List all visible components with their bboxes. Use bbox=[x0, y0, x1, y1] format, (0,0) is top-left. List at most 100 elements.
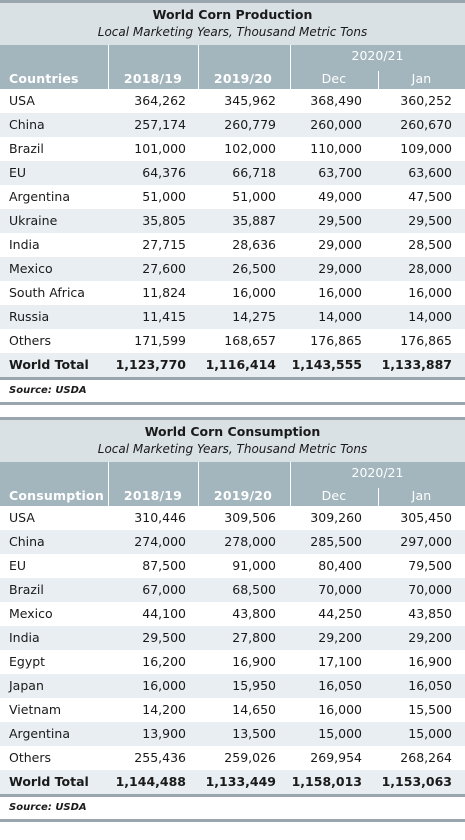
table-cell: Japan bbox=[9, 678, 44, 693]
table-cell: Mexico bbox=[9, 606, 53, 621]
table-cell: 101,000 bbox=[134, 141, 186, 156]
table-cell: 309,506 bbox=[224, 510, 276, 525]
table-row: Others 171,599 168,657 176,865 176,865 bbox=[0, 329, 465, 353]
table-row: Brazil 101,000 102,000 110,000 109,000 bbox=[0, 137, 465, 161]
total-cell: World Total bbox=[9, 357, 89, 372]
table-subtitle: Local Marketing Years, Thousand Metric T… bbox=[97, 25, 368, 39]
table-cell: 102,000 bbox=[224, 141, 276, 156]
table-cell: 44,100 bbox=[142, 606, 186, 621]
table-cell: 16,000 bbox=[318, 702, 362, 717]
top-rule bbox=[0, 417, 465, 420]
table-cell: 29,500 bbox=[408, 213, 452, 228]
table-row: Japan 16,000 15,950 16,050 16,050 bbox=[0, 674, 465, 698]
title-block: World Corn Consumption Local Marketing Ye… bbox=[0, 420, 465, 462]
table-cell: 171,599 bbox=[134, 333, 186, 348]
table-cell: 13,900 bbox=[142, 726, 186, 741]
table-row: India 27,715 28,636 29,000 28,500 bbox=[0, 233, 465, 257]
total-row: World Total 1,144,488 1,133,449 1,158,013 1,… bbox=[0, 770, 465, 794]
column-header: Jan bbox=[411, 71, 432, 86]
header-column-row: Consumption 2018/19 2019/20 Dec Jan bbox=[0, 482, 465, 506]
table-row: Argentina 13,900 13,500 15,000 15,000 bbox=[0, 722, 465, 746]
header-period-row: 2020/21 bbox=[0, 462, 465, 482]
table-cell: 269,954 bbox=[310, 750, 362, 765]
table-cell: 257,174 bbox=[134, 117, 186, 132]
table-cell: 14,200 bbox=[142, 702, 186, 717]
table-cell: 63,700 bbox=[318, 165, 362, 180]
table-cell: 67,000 bbox=[142, 582, 186, 597]
table-cell: 16,000 bbox=[408, 285, 452, 300]
table-subtitle: Local Marketing Years, Thousand Metric T… bbox=[97, 442, 368, 456]
total-cell: 1,158,013 bbox=[291, 774, 362, 789]
total-cell: 1,133,449 bbox=[205, 774, 276, 789]
table-cell: Russia bbox=[9, 309, 50, 324]
column-divider bbox=[108, 462, 109, 506]
table-cell: 255,436 bbox=[134, 750, 186, 765]
table-cell: 29,200 bbox=[408, 630, 452, 645]
table-cell: 28,500 bbox=[408, 237, 452, 252]
table-cell: 176,865 bbox=[310, 333, 362, 348]
table-cell: 297,000 bbox=[400, 534, 452, 549]
table-cell: 68,500 bbox=[232, 582, 276, 597]
table-cell: 109,000 bbox=[400, 141, 452, 156]
table-cell: Ukraine bbox=[9, 213, 58, 228]
table-cell: 17,100 bbox=[318, 654, 362, 669]
table-cell: 11,415 bbox=[142, 309, 186, 324]
table-cell: 176,865 bbox=[400, 333, 452, 348]
table-cell: 16,050 bbox=[408, 678, 452, 693]
table-cell: 64,376 bbox=[142, 165, 186, 180]
table-cell: 259,026 bbox=[224, 750, 276, 765]
table-cell: 16,900 bbox=[408, 654, 452, 669]
table-cell: 80,400 bbox=[318, 558, 362, 573]
table-cell: 70,000 bbox=[318, 582, 362, 597]
top-rule bbox=[0, 0, 465, 3]
total-cell: 1,143,555 bbox=[291, 357, 362, 372]
title-block: World Corn Production Local Marketing Yea… bbox=[0, 3, 465, 45]
table-cell: 16,000 bbox=[318, 285, 362, 300]
table-cell: 35,805 bbox=[142, 213, 186, 228]
table-cell: 260,670 bbox=[400, 117, 452, 132]
period-label: 2020/21 bbox=[351, 465, 404, 480]
table-cell: 268,264 bbox=[400, 750, 452, 765]
table-cell: Egypt bbox=[9, 654, 46, 669]
table-cell: 16,000 bbox=[142, 678, 186, 693]
table-cell: Brazil bbox=[9, 141, 44, 156]
source-note: Source: USDA bbox=[0, 797, 465, 819]
table-row: Mexico 27,600 26,500 29,000 28,000 bbox=[0, 257, 465, 281]
column-divider bbox=[198, 462, 199, 506]
table-row: Others 255,436 259,026 269,954 268,264 bbox=[0, 746, 465, 770]
table-cell: 63,600 bbox=[408, 165, 452, 180]
table-cell: 14,275 bbox=[232, 309, 276, 324]
total-cell: 1,116,414 bbox=[205, 357, 276, 372]
period-label: 2020/21 bbox=[351, 48, 404, 63]
table-cell: 29,200 bbox=[318, 630, 362, 645]
table-cell: 15,500 bbox=[408, 702, 452, 717]
consumption-table: World Corn Consumption Local Marketing Ye… bbox=[0, 417, 465, 822]
table-cell: South Africa bbox=[9, 285, 85, 300]
table-cell: 110,000 bbox=[310, 141, 362, 156]
column-divider bbox=[108, 45, 109, 89]
table-cell: 360,252 bbox=[400, 93, 452, 108]
column-header: 2018/19 bbox=[123, 71, 183, 86]
table-cell: 260,000 bbox=[310, 117, 362, 132]
table-cell: 44,250 bbox=[318, 606, 362, 621]
column-header: Dec bbox=[321, 71, 347, 86]
table-cell: 87,500 bbox=[142, 558, 186, 573]
table-row: Russia 11,415 14,275 14,000 14,000 bbox=[0, 305, 465, 329]
table-header: 2020/21 Consumption 2018/19 2019/20 Dec Jan bbox=[0, 462, 465, 506]
table-cell: 28,000 bbox=[408, 261, 452, 276]
column-divider bbox=[290, 462, 291, 506]
table-cell: 26,500 bbox=[232, 261, 276, 276]
table-cell: 29,000 bbox=[318, 237, 362, 252]
table-row: Egypt 16,200 16,900 17,100 16,900 bbox=[0, 650, 465, 674]
table-row: USA 364,262 345,962 368,490 360,252 bbox=[0, 89, 465, 113]
table-row: South Africa 11,824 16,000 16,000 16,000 bbox=[0, 281, 465, 305]
table-cell: India bbox=[9, 237, 40, 252]
column-header: Dec bbox=[321, 488, 347, 503]
source-note: Source: USDA bbox=[0, 380, 465, 402]
table-cell: 11,824 bbox=[142, 285, 186, 300]
column-divider bbox=[290, 45, 291, 89]
table-row: China 274,000 278,000 285,500 297,000 bbox=[0, 530, 465, 554]
mid-rule bbox=[0, 794, 465, 797]
table-cell: 15,000 bbox=[408, 726, 452, 741]
total-row: World Total 1,123,770 1,116,414 1,143,555 1,… bbox=[0, 353, 465, 377]
